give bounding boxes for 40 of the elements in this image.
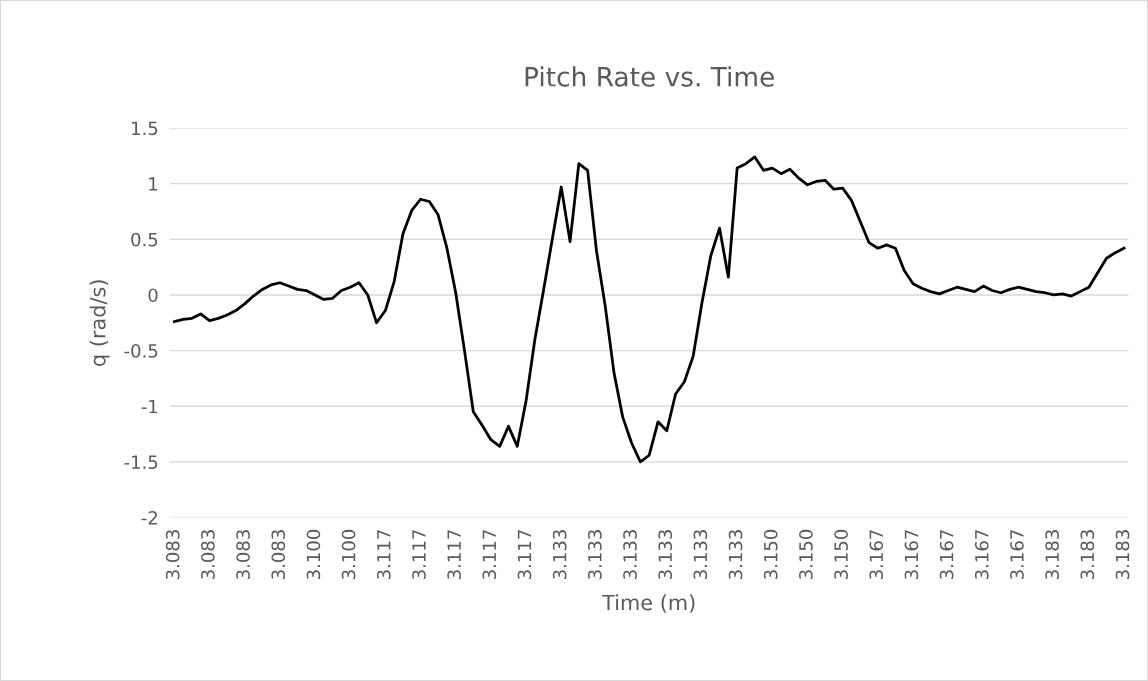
x-tick-label: 3.133 (623, 530, 637, 579)
x-tick-label: 3.083 (271, 530, 286, 579)
x-tick-label: 3.117 (447, 530, 461, 579)
x-tick-label: 3.183 (1080, 530, 1095, 579)
x-tick-label: 3.167 (1010, 530, 1024, 579)
x-tick-label: 3.133 (552, 530, 567, 579)
x-tick-label: 3.133 (588, 530, 602, 579)
x-tick-label: 3.133 (658, 530, 673, 579)
x-tick-label: 3.100 (306, 529, 321, 579)
x-tick-label: 3.083 (236, 530, 250, 579)
x-tick-label: 3.100 (341, 529, 356, 579)
x-tick-label: 3.117 (412, 530, 426, 579)
y-tick-label: -2 (141, 511, 157, 525)
x-tick-label: 3.083 (165, 530, 180, 579)
y-axis-title: q (rad/s) (89, 280, 110, 366)
x-tick-label: 3.183 (1045, 530, 1059, 579)
y-tick-label: 0 (148, 288, 158, 303)
x-tick-label: 3.133 (693, 530, 708, 579)
x-tick-label: 3.117 (376, 530, 391, 579)
x-tick-label: 3.083 (201, 530, 215, 579)
y-tick-label: -1.5 (124, 455, 158, 470)
y-tick-label: 1 (149, 177, 158, 191)
x-tick-label: 3.150 (763, 529, 778, 579)
x-tick-label: 3.150 (799, 529, 813, 579)
line-series (172, 155, 1126, 464)
x-tick-label: 3.133 (728, 530, 743, 579)
x-tick-label: 3.167 (869, 530, 884, 579)
x-axis-title: Time (m) (602, 594, 695, 613)
x-tick-label: 3.150 (834, 529, 848, 579)
y-tick-label: 1.5 (132, 121, 158, 136)
chart-title: Pitch Rate vs. Time (525, 66, 774, 87)
y-tick-label: -1 (141, 399, 158, 414)
x-tick-label: 3.117 (517, 530, 532, 579)
y-tick-label: -0.5 (124, 344, 158, 358)
x-tick-label: 3.117 (482, 530, 497, 579)
x-tick-label: 3.167 (939, 530, 954, 579)
x-tick-label: 3.167 (974, 530, 989, 579)
x-tick-label: 3.167 (904, 530, 919, 579)
y-tick-label: 0.5 (131, 232, 158, 247)
x-tick-label: 3.183 (1115, 530, 1130, 579)
